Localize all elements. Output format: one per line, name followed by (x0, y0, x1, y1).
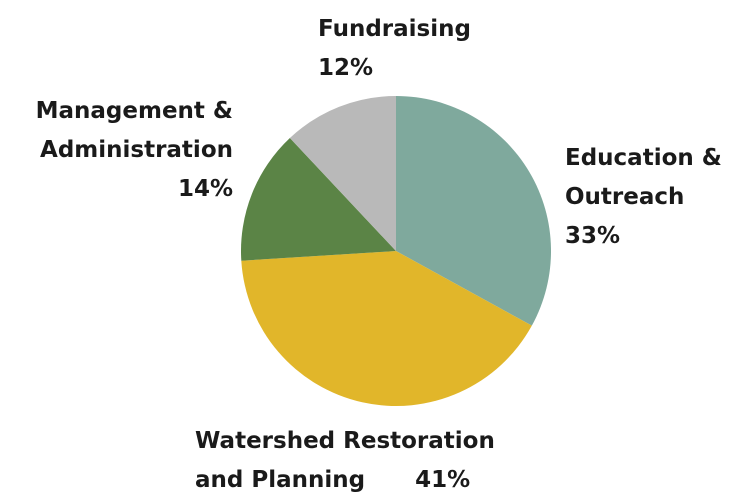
category-label: Management & Administration (35, 98, 233, 163)
pie-slice (241, 138, 396, 261)
value-label: 41% (415, 467, 471, 492)
pie-slice (289, 96, 396, 251)
value-label: 14% (177, 176, 233, 202)
slice-label: Education & Outreach 33% (565, 139, 741, 256)
category-label: Watershed Restoration and Planning (195, 428, 495, 492)
category-label: Fundraising (318, 16, 471, 42)
value-label: 33% (565, 223, 621, 249)
value-label: 12% (318, 55, 374, 81)
category-label: Education & Outreach (565, 145, 722, 210)
slice-label: Watershed Restoration and Planning 41% (195, 422, 535, 492)
slice-label: Management & Administration 14% (0, 92, 233, 209)
pie-slice (241, 251, 532, 406)
pie-slice (396, 96, 552, 326)
slice-label: Fundraising 12% (318, 10, 518, 88)
